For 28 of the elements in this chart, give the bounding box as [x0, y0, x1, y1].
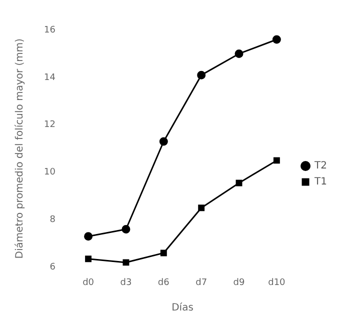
- legend-label: T1: [314, 176, 328, 188]
- point: [198, 204, 205, 212]
- y-tick-label: 6: [50, 262, 56, 273]
- y-tick-label: 16: [44, 25, 56, 36]
- point: [273, 157, 280, 164]
- y-tick-label: 8: [50, 215, 56, 226]
- point: [122, 259, 130, 266]
- x-tick-label: d0: [82, 278, 94, 288]
- x-tick-label: d10: [268, 278, 286, 288]
- y-axis-title: Diámetro promedio del folículo mayor (mm): [14, 38, 26, 259]
- y-tick-label: 12: [44, 120, 56, 130]
- point: [234, 49, 244, 58]
- point: [122, 225, 130, 234]
- x-tick-label: d3: [120, 278, 132, 288]
- x-axis-title: Días: [172, 302, 194, 314]
- point: [236, 180, 242, 186]
- x-tick-label: d7: [196, 278, 208, 288]
- point: [159, 137, 168, 146]
- y-tick-label: 14: [44, 72, 56, 83]
- point: [272, 35, 281, 44]
- point: [85, 256, 92, 262]
- point: [160, 250, 167, 256]
- x-tick-label: d9: [233, 278, 245, 288]
- y-tick-label: 10: [44, 168, 56, 178]
- point: [84, 232, 93, 241]
- legend-label: T2: [314, 160, 328, 172]
- x-tick-label: d6: [158, 278, 170, 288]
- point: [197, 70, 206, 80]
